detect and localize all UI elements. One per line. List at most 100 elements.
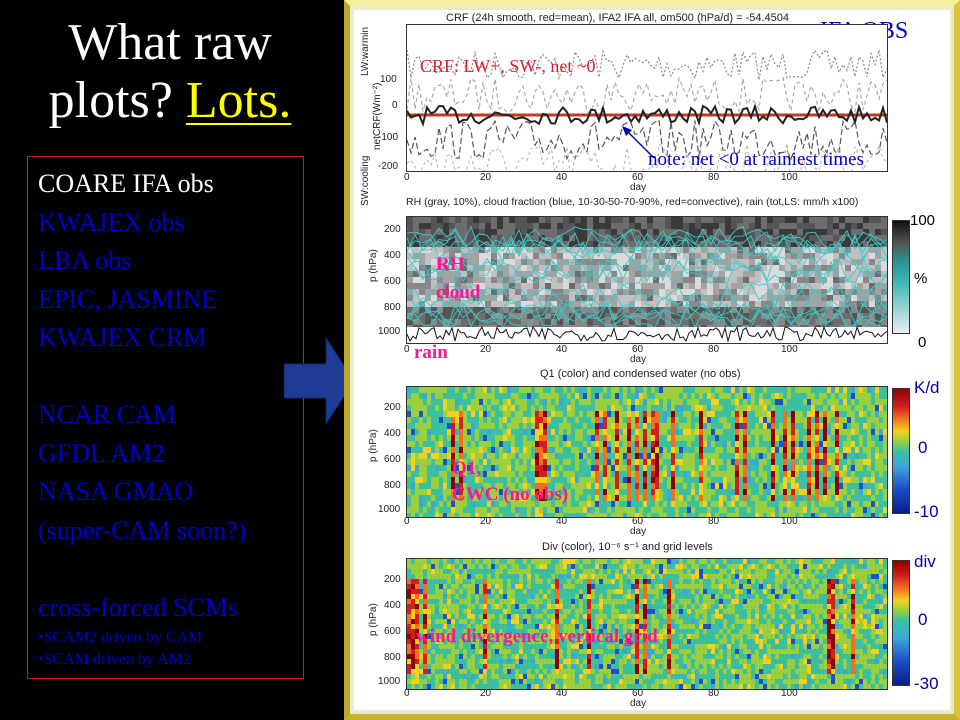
q1-colorbar-zero: 0	[918, 438, 928, 457]
x-tick: 40	[556, 172, 568, 183]
note-arrow-icon	[622, 126, 655, 159]
q1-colorbar	[892, 388, 910, 514]
q1-panel-title: Q1 (color) and condensed water (no obs)	[540, 368, 741, 380]
q1-colorbar-min: -10	[914, 502, 939, 521]
x-axis-label: day	[630, 526, 647, 537]
q1-ytick: 200	[384, 402, 401, 413]
x-tick: 80	[708, 688, 720, 699]
q1-plot-area	[406, 386, 888, 518]
q1-heating-field	[407, 387, 887, 517]
rh-ytick: 600	[384, 276, 401, 287]
rh-ytick: 400	[384, 250, 401, 261]
divergence-field	[407, 559, 887, 689]
list-item: LBA obs	[38, 246, 132, 275]
slide-title-text: What raw plots?	[48, 14, 272, 129]
div-ytick: 800	[384, 652, 401, 663]
rain-label: rain	[414, 342, 448, 363]
div-panel-title: Div (color), 10⁻⁶ s⁻¹ and grid levels	[542, 541, 713, 553]
rh-plot-area	[406, 216, 888, 344]
list-spacer	[38, 550, 303, 589]
rh-ytick: 200	[384, 224, 401, 235]
rh-cloud-field	[407, 217, 887, 343]
rh-colorbar-min: 0	[918, 334, 927, 351]
q1-ytick: 400	[384, 428, 401, 439]
crf-panel-title: CRF (24h smooth, red=mean), IFA2 IFA all…	[446, 12, 790, 24]
x-tick: 100	[781, 344, 798, 355]
list-item: NASA GMAO	[38, 477, 194, 506]
x-tick: 80	[708, 172, 720, 183]
rh-colorbar-unit: %	[914, 270, 928, 287]
div-colorbar-min: -30	[914, 674, 939, 693]
q1-ytick: 800	[384, 480, 401, 491]
x-axis-label: day	[630, 182, 647, 193]
x-tick: 0	[404, 516, 410, 527]
crf-annotation: CRF: LW+, SW-, net ~0	[420, 56, 596, 76]
x-tick: 40	[556, 516, 568, 527]
x-tick: 20	[480, 516, 492, 527]
cloud-overlay-label: cloud	[436, 282, 481, 303]
list-item: KWAJEX CRM	[38, 323, 207, 352]
list-item: cross-forced SCMs	[38, 592, 239, 622]
list-item: GFDL AM2	[38, 438, 165, 468]
list-item: (super-CAM soon?)	[38, 515, 247, 545]
div-ylabel: p (hPa)	[368, 603, 379, 636]
crf-ylabel-lw: LW:warmin	[360, 26, 371, 76]
list-spacer	[38, 358, 303, 397]
x-axis-label: day	[630, 354, 647, 365]
list-item: EPIC, JASMINE	[38, 284, 218, 314]
x-tick: 100	[781, 516, 798, 527]
x-tick: 80	[708, 344, 720, 355]
x-tick: 100	[781, 172, 798, 183]
q1-colorbar-unit: K/d	[914, 378, 940, 397]
slide-title-highlight: Lots.	[185, 72, 292, 129]
x-tick: 60	[632, 172, 644, 183]
figure-frame: CRF (24h smooth, red=mean), IFA2 IFA all…	[344, 0, 960, 720]
slide-title: What raw plots? Lots.	[20, 14, 320, 130]
crf-ytick: -100	[378, 132, 399, 143]
x-tick: 60	[632, 344, 644, 355]
crf-note: note: net <0 at rainiest times	[648, 149, 864, 170]
x-tick: 20	[480, 688, 492, 699]
list-item: NCAR CAM	[38, 400, 176, 429]
div-ytick: 200	[384, 574, 401, 585]
div-colorbar-zero: 0	[918, 610, 928, 629]
rh-panel-title: RH (gray, 10%), cloud fraction (blue, 10…	[406, 196, 859, 208]
q1-overlay-label: Q1,	[452, 458, 482, 479]
crf-time-series	[407, 49, 887, 171]
rh-overlay-label: RH	[436, 254, 465, 275]
model-list-box: COARE IFA obs KWAJEX obs LBA obs EPIC, J…	[27, 156, 304, 679]
rh-ylabel: p (hPa)	[368, 249, 379, 282]
x-tick: 100	[781, 688, 798, 699]
q1-ytick: 600	[384, 454, 401, 465]
rh-ytick: 1000	[378, 326, 401, 337]
div-overlay-label: wind divergence, vertical grid	[416, 626, 658, 647]
q1-ytick: 1000	[378, 504, 401, 515]
list-item: COARE IFA obs	[38, 169, 214, 198]
div-plot-area	[406, 558, 888, 690]
div-ytick: 600	[384, 626, 401, 637]
div-ytick: 1000	[378, 676, 401, 687]
crf-ytick: 100	[380, 74, 397, 85]
x-tick: 20	[480, 344, 492, 355]
crf-ytick: -200	[378, 161, 399, 172]
x-tick: 60	[632, 516, 644, 527]
x-tick: 80	[708, 516, 720, 527]
x-tick: 0	[404, 172, 410, 183]
figure-area: CRF (24h smooth, red=mean), IFA2 IFA all…	[354, 10, 950, 710]
q1-ylabel: p (hPa)	[368, 429, 379, 462]
x-tick: 0	[404, 344, 410, 355]
sub-list-item: •SCAM driven by AM2	[38, 651, 191, 668]
div-colorbar-label: div	[914, 552, 936, 571]
crf-plot-area	[406, 24, 888, 172]
right-arrow-icon	[284, 336, 355, 426]
list-item: KWAJEX obs	[38, 207, 185, 237]
rh-ytick: 800	[384, 302, 401, 313]
rh-colorbar	[892, 220, 910, 334]
rh-colorbar-max: 100	[910, 212, 936, 229]
x-tick: 20	[480, 172, 492, 183]
crf-ytick: 0	[392, 100, 398, 111]
div-colorbar	[892, 560, 910, 686]
crf-ylabel-sw: SW:cooling	[360, 155, 371, 206]
x-tick: 40	[556, 688, 568, 699]
x-tick: 40	[556, 344, 568, 355]
